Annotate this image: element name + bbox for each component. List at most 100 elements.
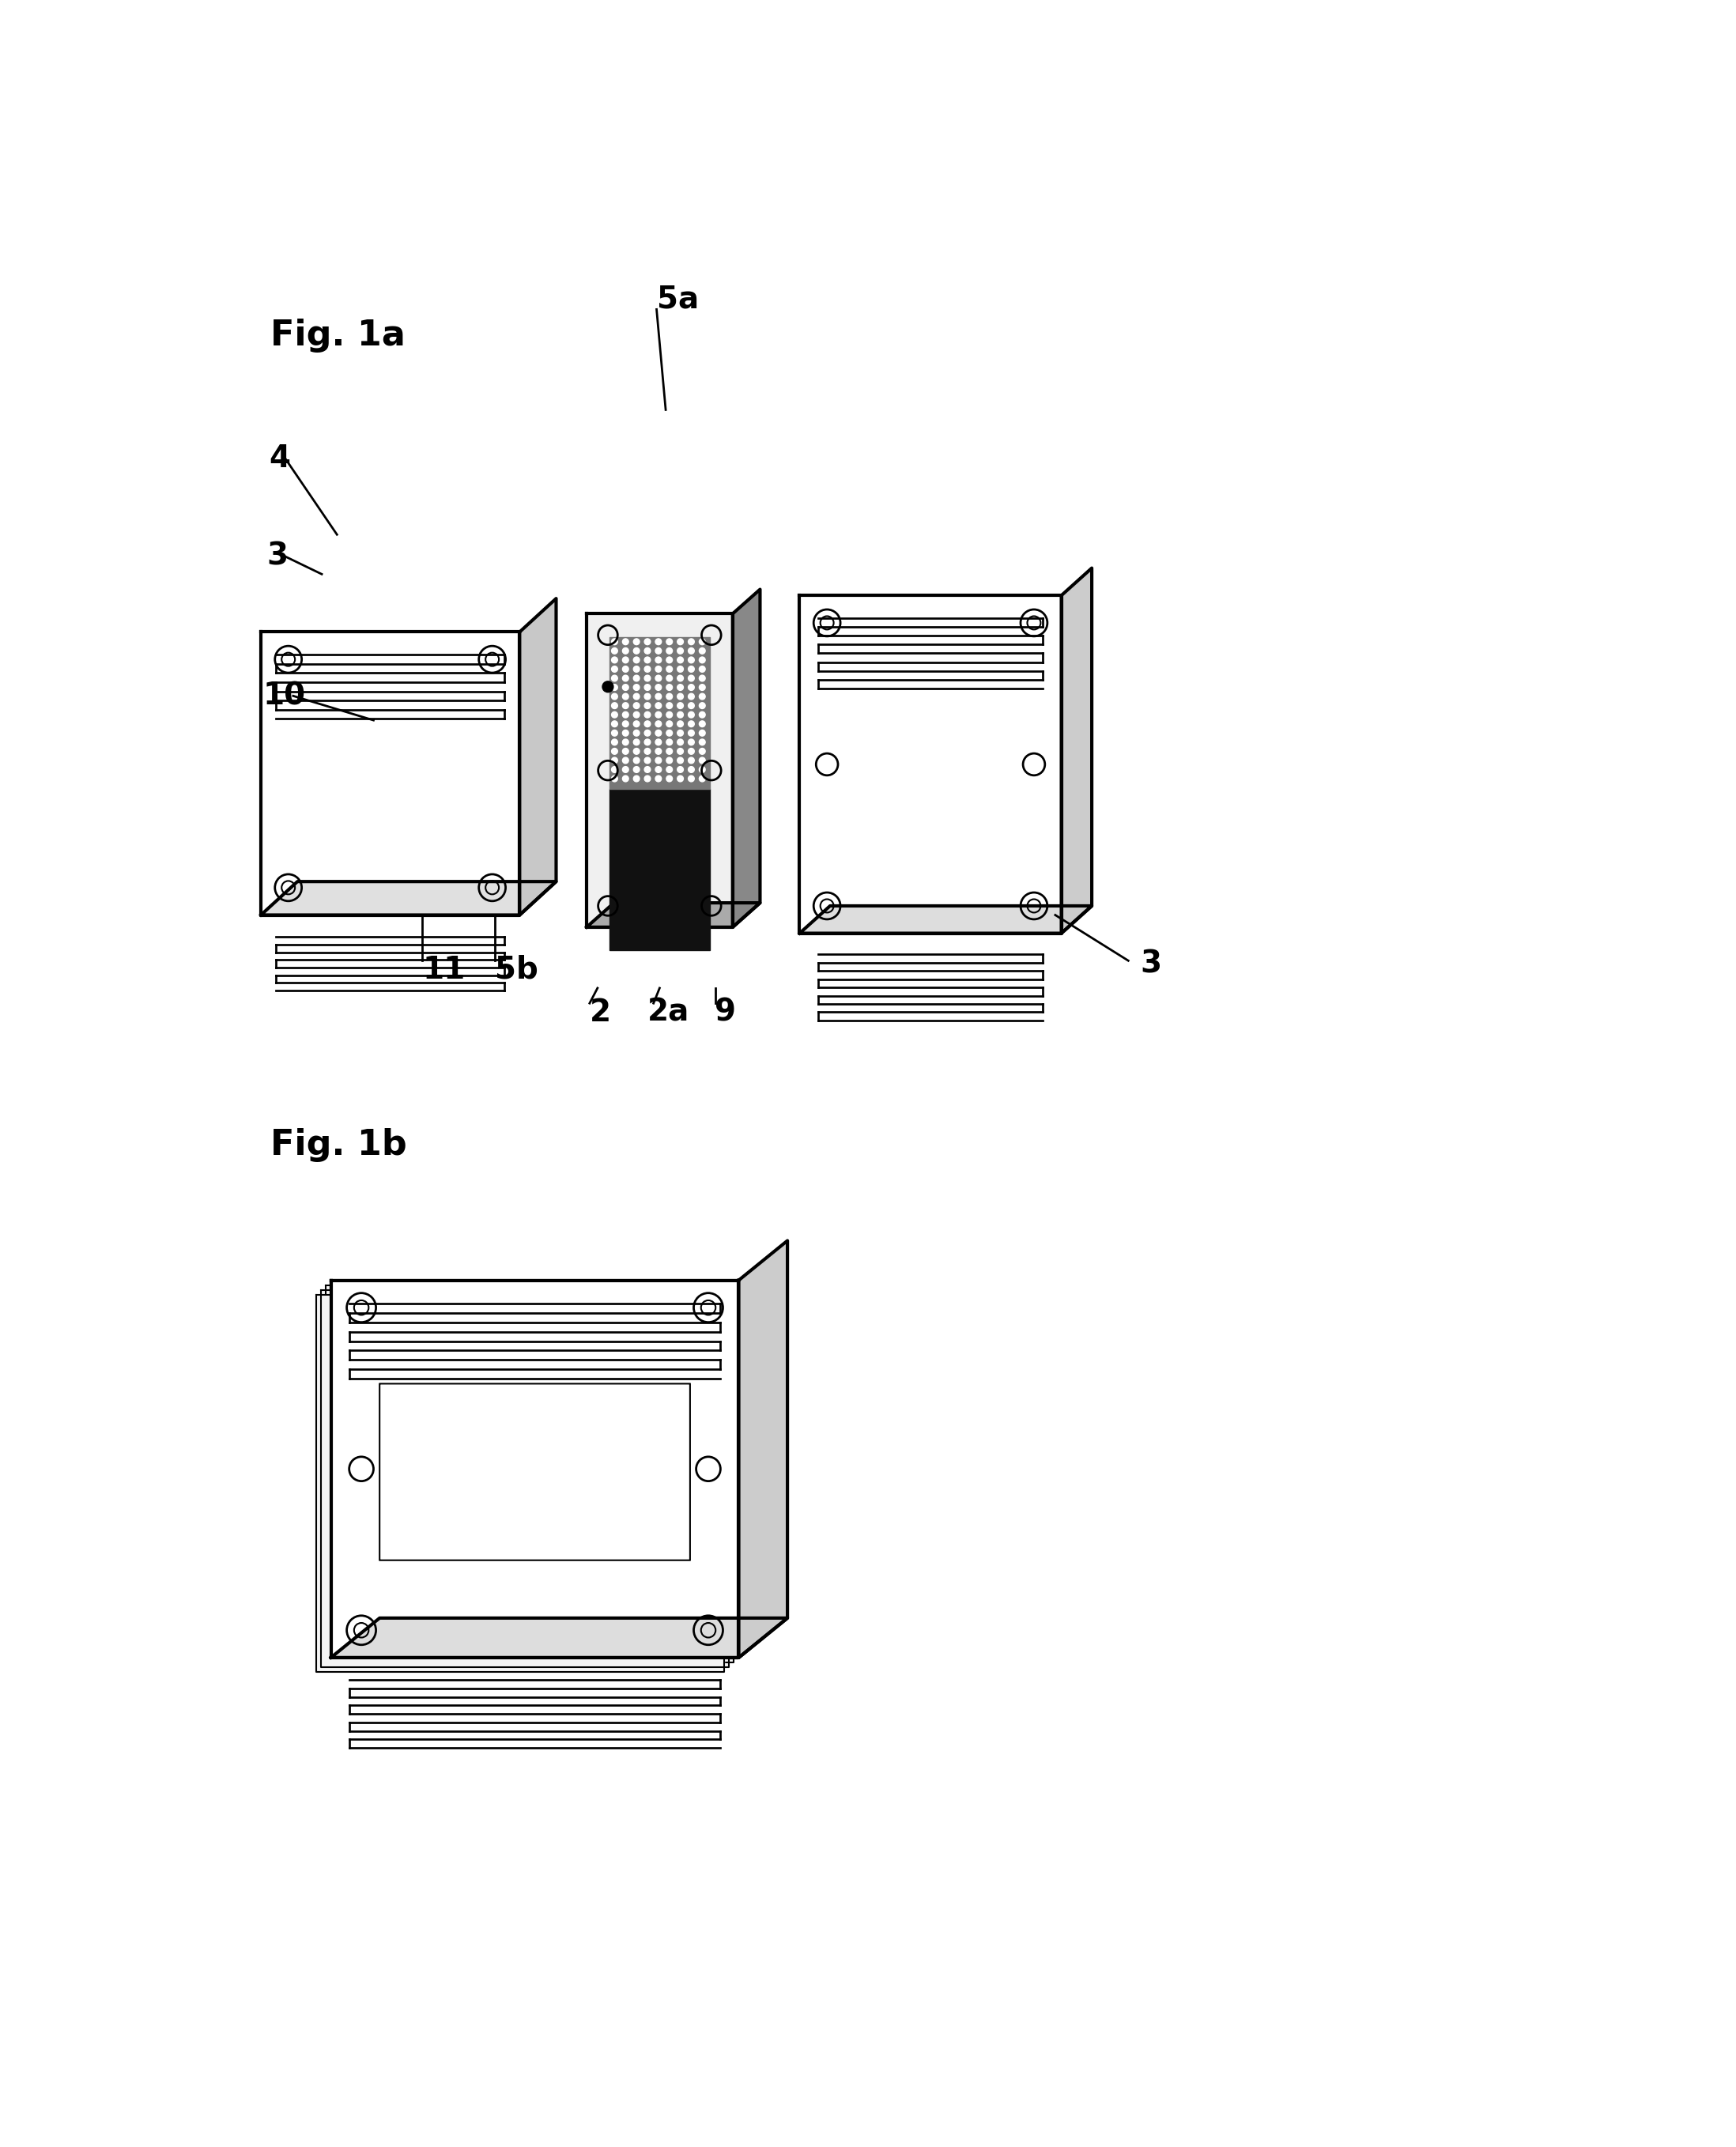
- Circle shape: [644, 638, 651, 644]
- Circle shape: [677, 693, 684, 700]
- Circle shape: [656, 775, 661, 782]
- Circle shape: [677, 739, 684, 745]
- Polygon shape: [587, 614, 733, 928]
- Circle shape: [667, 657, 672, 663]
- Circle shape: [634, 749, 639, 754]
- Circle shape: [623, 693, 628, 700]
- Circle shape: [623, 749, 628, 754]
- Circle shape: [634, 685, 639, 691]
- Circle shape: [623, 739, 628, 745]
- Circle shape: [667, 739, 672, 745]
- Polygon shape: [609, 638, 710, 788]
- Circle shape: [644, 685, 651, 691]
- Circle shape: [687, 702, 694, 709]
- Text: 4: 4: [269, 444, 290, 474]
- Circle shape: [644, 657, 651, 663]
- Circle shape: [623, 758, 628, 764]
- Circle shape: [700, 702, 705, 709]
- Circle shape: [634, 666, 639, 672]
- Circle shape: [644, 666, 651, 672]
- Circle shape: [634, 702, 639, 709]
- Circle shape: [623, 711, 628, 717]
- Circle shape: [656, 674, 661, 681]
- Circle shape: [611, 638, 618, 644]
- Circle shape: [656, 749, 661, 754]
- Circle shape: [634, 657, 639, 663]
- Circle shape: [677, 730, 684, 736]
- Circle shape: [644, 749, 651, 754]
- Circle shape: [611, 693, 618, 700]
- Circle shape: [677, 775, 684, 782]
- Circle shape: [687, 766, 694, 773]
- FancyBboxPatch shape: [380, 1383, 689, 1561]
- Circle shape: [700, 721, 705, 728]
- Circle shape: [667, 666, 672, 672]
- Circle shape: [656, 666, 661, 672]
- Circle shape: [644, 702, 651, 709]
- Circle shape: [611, 711, 618, 717]
- Circle shape: [611, 739, 618, 745]
- Circle shape: [700, 749, 705, 754]
- Circle shape: [700, 657, 705, 663]
- Circle shape: [656, 766, 661, 773]
- Circle shape: [656, 702, 661, 709]
- Circle shape: [623, 657, 628, 663]
- Circle shape: [634, 638, 639, 644]
- Circle shape: [700, 674, 705, 681]
- Circle shape: [623, 702, 628, 709]
- Circle shape: [687, 758, 694, 764]
- Circle shape: [700, 693, 705, 700]
- Circle shape: [634, 758, 639, 764]
- Circle shape: [644, 730, 651, 736]
- Circle shape: [667, 674, 672, 681]
- Text: 2: 2: [590, 998, 611, 1028]
- Polygon shape: [609, 788, 710, 951]
- Text: 9: 9: [715, 998, 736, 1028]
- Text: 5a: 5a: [656, 283, 698, 313]
- Polygon shape: [316, 1295, 724, 1673]
- Circle shape: [687, 739, 694, 745]
- Circle shape: [687, 674, 694, 681]
- Circle shape: [700, 739, 705, 745]
- Circle shape: [687, 693, 694, 700]
- Circle shape: [700, 648, 705, 655]
- Text: 11: 11: [422, 955, 465, 985]
- Circle shape: [623, 648, 628, 655]
- Text: 3: 3: [1141, 949, 1161, 979]
- Polygon shape: [519, 599, 556, 915]
- Circle shape: [677, 758, 684, 764]
- Circle shape: [677, 749, 684, 754]
- Circle shape: [677, 674, 684, 681]
- Circle shape: [634, 711, 639, 717]
- Circle shape: [667, 766, 672, 773]
- Polygon shape: [332, 1280, 740, 1657]
- Circle shape: [677, 685, 684, 691]
- Circle shape: [634, 775, 639, 782]
- Circle shape: [611, 666, 618, 672]
- Circle shape: [644, 775, 651, 782]
- Circle shape: [667, 693, 672, 700]
- Circle shape: [677, 638, 684, 644]
- Circle shape: [623, 775, 628, 782]
- Circle shape: [677, 666, 684, 672]
- Circle shape: [623, 721, 628, 728]
- Circle shape: [677, 721, 684, 728]
- Circle shape: [700, 766, 705, 773]
- Polygon shape: [321, 1290, 729, 1668]
- Circle shape: [623, 766, 628, 773]
- Circle shape: [611, 674, 618, 681]
- Circle shape: [656, 739, 661, 745]
- Circle shape: [611, 775, 618, 782]
- Circle shape: [700, 775, 705, 782]
- Circle shape: [677, 766, 684, 773]
- Circle shape: [667, 638, 672, 644]
- Circle shape: [634, 674, 639, 681]
- Circle shape: [656, 693, 661, 700]
- Circle shape: [656, 711, 661, 717]
- Circle shape: [623, 674, 628, 681]
- Circle shape: [656, 758, 661, 764]
- Polygon shape: [740, 1241, 788, 1657]
- Circle shape: [644, 648, 651, 655]
- Circle shape: [687, 657, 694, 663]
- Circle shape: [644, 739, 651, 745]
